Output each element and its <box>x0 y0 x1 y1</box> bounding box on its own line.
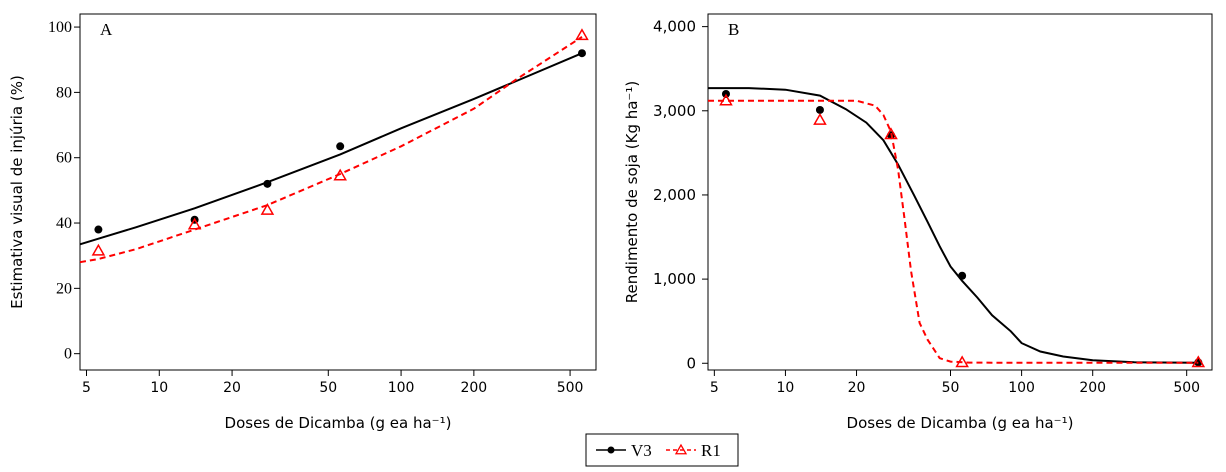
y-tick-label: 100 <box>48 19 72 36</box>
plot-area-frame <box>79 13 597 371</box>
x-axis-label: Doses de Dicamba (g ea ha⁻¹) <box>847 414 1074 432</box>
data-point-r1 <box>91 243 106 256</box>
legend-marker-v3 <box>607 446 615 454</box>
x-tick-label: 20 <box>848 380 866 396</box>
x-axis-label: Doses de Dicamba (g ea ha⁻¹) <box>225 414 452 432</box>
data-point-r1 <box>813 113 827 125</box>
data-point-r1 <box>575 28 589 41</box>
data-point-r1 <box>187 217 202 230</box>
x-tick-label: 20 <box>223 380 241 396</box>
legend-label-r1: R1 <box>701 441 721 460</box>
data-point-v3 <box>263 179 272 188</box>
x-tick-label: 500 <box>557 380 584 396</box>
data-point-v3 <box>94 225 103 234</box>
y-tick-label: 3,000 <box>653 102 696 120</box>
chart-panel-b: B 5 10 20 50 100 200 500 0 1,000 2,000 3,000 4,000 Do… <box>623 13 1213 432</box>
y-tick-label: 20 <box>56 280 72 297</box>
x-tick-label: 500 <box>1173 380 1200 396</box>
data-point-r1 <box>260 202 275 215</box>
plot-area-frame <box>707 13 1213 371</box>
series-line-v3 <box>708 87 1199 364</box>
data-point-v3 <box>958 271 967 280</box>
data-point-r1 <box>719 93 733 106</box>
x-tick-label: 5 <box>710 380 719 396</box>
y-axis-label: Estimativa visual de injúria (%) <box>8 75 26 309</box>
y-tick-label: 1,000 <box>653 270 696 288</box>
y-tick-label: 0 <box>686 354 696 372</box>
x-tick-label: 10 <box>150 380 168 396</box>
data-point-v3 <box>815 105 824 114</box>
series-line-r1 <box>79 36 583 264</box>
x-tick-label: 200 <box>460 380 487 396</box>
data-point-v3 <box>336 142 345 151</box>
data-point-r1 <box>884 127 898 140</box>
x-tick-label: 200 <box>1079 380 1106 396</box>
panel-label: B <box>728 20 739 39</box>
chart-panel-a: A 5 10 20 50 100 200 500 0 20 40 60 80 100 Doses de Di… <box>8 13 597 432</box>
x-tick-label: 100 <box>1008 380 1035 396</box>
data-point-r1 <box>955 355 969 368</box>
panel-label: A <box>100 20 113 39</box>
series-line-v3 <box>79 52 583 246</box>
y-tick-label: 60 <box>56 150 72 167</box>
legend-marker-r1 <box>674 443 688 455</box>
y-tick-label: 80 <box>56 84 72 101</box>
x-tick-label: 50 <box>942 380 960 396</box>
y-tick-label: 2,000 <box>653 186 696 204</box>
legend: V3 R1 <box>585 433 739 467</box>
data-point-r1 <box>1191 355 1206 368</box>
y-tick-label: 40 <box>56 215 72 232</box>
x-tick-label: 50 <box>319 380 337 396</box>
y-axis-label: Rendimento de soja (Kg ha⁻¹) <box>623 81 641 303</box>
x-tick-label: 100 <box>388 380 415 396</box>
y-tick-label: 4,000 <box>653 18 696 36</box>
series-line-r1 <box>708 99 1199 364</box>
x-tick-label: 5 <box>82 380 91 396</box>
data-point-v3 <box>577 49 586 58</box>
data-point-r1 <box>333 168 347 181</box>
y-tick-label: 0 <box>64 346 72 363</box>
legend-label-v3: V3 <box>631 441 652 460</box>
x-tick-label: 10 <box>777 380 795 396</box>
